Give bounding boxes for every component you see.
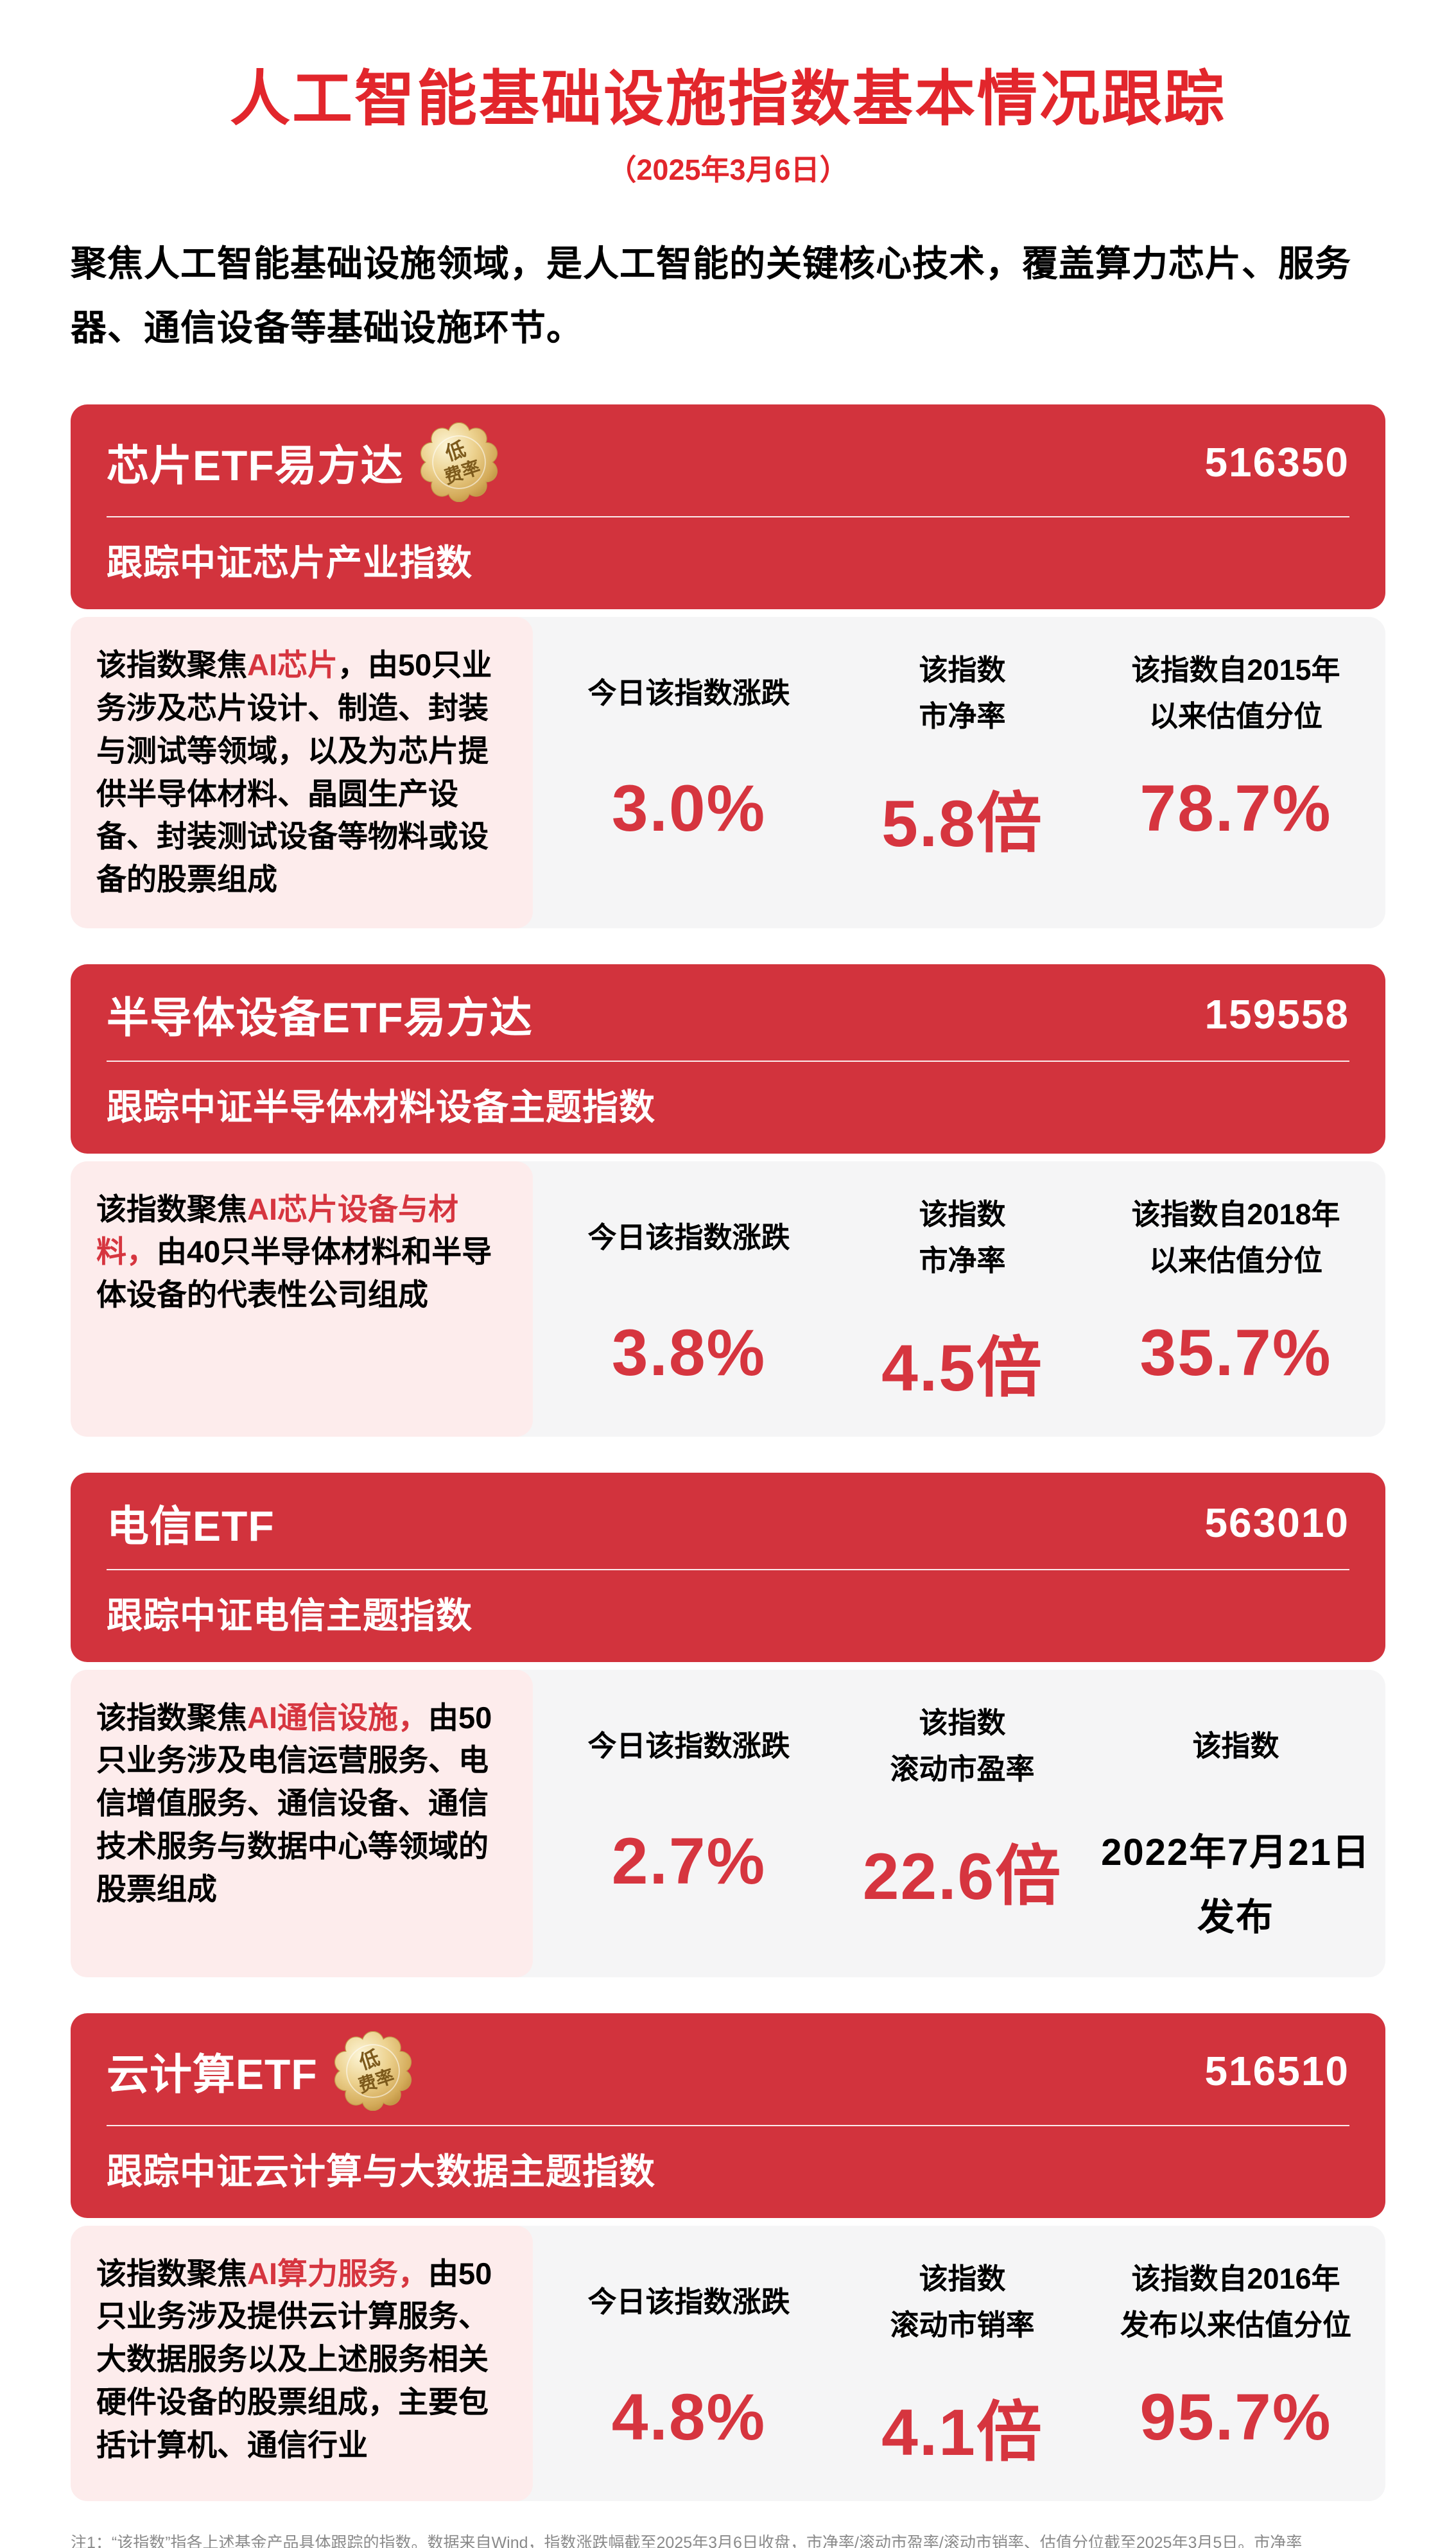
- stat-value: 4.8%: [611, 2380, 767, 2454]
- stat-value: 2.7%: [611, 1824, 767, 1898]
- stats-row: 今日该指数涨跌 3.0% 该指数 市净率 5.8倍 该指数自2015年 以来估值…: [533, 617, 1385, 928]
- etf-card-chip: 芯片ETF易方达 516350 跟踪中证芯片产业指数 该指数聚焦AI芯片，由50…: [71, 404, 1385, 928]
- index-description: 该指数聚焦AI算力服务，由50只业务涉及提供云计算服务、大数据服务以及上述服务相…: [71, 2225, 533, 2501]
- stat-label: 该指数 市净率: [919, 654, 1006, 733]
- divider: [107, 1060, 1349, 1062]
- card-body: 该指数聚焦AI芯片设备与材料，由40只半导体材料和半导体设备的代表性公司组成 今…: [71, 1161, 1385, 1437]
- index-description: 该指数聚焦AI芯片设备与材料，由40只半导体材料和半导体设备的代表性公司组成: [71, 1161, 533, 1437]
- low-fee-seal-icon: [419, 422, 499, 502]
- intro-text: 聚焦人工智能基础设施领域，是人工智能的关键核心技术，覆盖算力芯片、服务器、通信设…: [71, 243, 1351, 348]
- stat-percentile: 该指数自2016年 发布以来估值分位 95.7%: [1099, 2254, 1373, 2474]
- tracking-index: 跟踪中证芯片产业指数: [107, 542, 472, 584]
- etf-name: 芯片ETF易方达: [107, 442, 404, 490]
- desc-suffix: 由40只半导体材料和半导体设备的代表性公司组成: [96, 1235, 492, 1312]
- tracking-index: 跟踪中证云计算与大数据主题指数: [107, 2151, 655, 2192]
- desc-prefix: 该指数聚焦: [96, 648, 247, 682]
- desc-prefix: 该指数聚焦: [96, 1192, 247, 1226]
- stat-label: 该指数自2015年 以来估值分位: [1131, 654, 1340, 733]
- desc-highlight: AI通信设施，: [247, 1700, 428, 1735]
- card-header-row: 半导体设备ETF易方达 159558: [107, 982, 1349, 1046]
- stat-label: 该指数 市净率: [919, 1197, 1006, 1277]
- desc-suffix: ，由50只业务涉及芯片设计、制造、封装与测试等领域，以及为芯片提供半导体材料、晶…: [96, 648, 492, 897]
- etf-name: 云计算ETF: [107, 2050, 318, 2098]
- stat-daily-change: 今日该指数涨跌 4.8%: [552, 2254, 826, 2474]
- stat-value: 3.0%: [611, 772, 767, 845]
- index-description: 该指数聚焦AI芯片，由50只业务涉及芯片设计、制造、封装与测试等领域，以及为芯片…: [71, 617, 533, 928]
- card-header: 半导体设备ETF易方达 159558 跟踪中证半导体材料设备主题指数: [71, 964, 1385, 1154]
- etf-card-telecom: 电信ETF 563010 跟踪中证电信主题指数 该指数聚焦AI通信设施，由50只…: [71, 1472, 1385, 1977]
- tracking-index: 跟踪中证电信主题指数: [107, 1595, 472, 1636]
- card-header: 芯片ETF易方达 516350 跟踪中证芯片产业指数: [71, 404, 1385, 610]
- card-body: 该指数聚焦AI芯片，由50只业务涉及芯片设计、制造、封装与测试等领域，以及为芯片…: [71, 617, 1385, 928]
- desc-prefix: 该指数聚焦: [96, 1700, 247, 1735]
- stat-label: 今日该指数涨跌: [587, 1729, 790, 1762]
- etf-card-semiconductor: 半导体设备ETF易方达 159558 跟踪中证半导体材料设备主题指数 该指数聚焦…: [71, 964, 1385, 1437]
- card-body: 该指数聚焦AI算力服务，由50只业务涉及提供云计算服务、大数据服务以及上述服务相…: [71, 2225, 1385, 2501]
- card-header: 云计算ETF 516510 跟踪中证云计算与大数据主题指数: [71, 2013, 1385, 2218]
- card-header-row: 电信ETF 563010: [107, 1491, 1349, 1555]
- desc-suffix: 由50只业务涉及提供云计算服务、大数据服务以及上述服务相关硬件设备的股票组成，主…: [96, 2256, 492, 2462]
- divider: [107, 2124, 1349, 2126]
- stat-daily-change: 今日该指数涨跌 3.8%: [552, 1190, 826, 1410]
- stat-value: 3.8%: [611, 1315, 767, 1389]
- etf-code: 516510: [1204, 2047, 1349, 2094]
- page-title: 人工智能基础设施指数基本情况跟踪: [229, 65, 1226, 132]
- page-date: （2025年3月6日）: [607, 153, 849, 186]
- card-header-row: 芯片ETF易方达 516350: [107, 422, 1349, 502]
- stat-valuation-ratio: 该指数 滚动市销率 4.1倍: [826, 2254, 1099, 2474]
- stat-label: 该指数: [1192, 1729, 1279, 1762]
- desc-highlight: AI芯片设备与材料，: [96, 1192, 458, 1269]
- stats-row: 今日该指数涨跌 2.7% 该指数 滚动市盈率 22.6倍 该指数 2022年7月…: [533, 1670, 1385, 1977]
- tracking-index: 跟踪中证半导体材料设备主题指数: [107, 1086, 655, 1127]
- etf-code: 563010: [1204, 1499, 1349, 1546]
- etf-name: 半导体设备ETF易方达: [107, 993, 533, 1041]
- stat-daily-change: 今日该指数涨跌 3.0%: [552, 645, 826, 901]
- stat-label: 该指数 滚动市销率: [890, 2262, 1035, 2341]
- index-description: 该指数聚焦AI通信设施，由50只业务涉及电信运营服务、电信增值服务、通信设备、通…: [71, 1669, 533, 1977]
- stat-label: 该指数 滚动市盈率: [890, 1706, 1035, 1785]
- etf-code: 159558: [1204, 991, 1349, 1037]
- stat-daily-change: 今日该指数涨跌 2.7%: [552, 1698, 826, 1950]
- stat-label: 今日该指数涨跌: [587, 677, 790, 710]
- stat-publish-date: 该指数 2022年7月21日 发布: [1099, 1698, 1373, 1950]
- stats-row: 今日该指数涨跌 3.8% 该指数 市净率 4.5倍 该指数自2018年 以来估值…: [533, 1161, 1385, 1437]
- footnotes: 注1：“该指数”指各上述基金产品具体跟踪的指数。数据来自Wind，指数涨跌幅截至…: [71, 2531, 1385, 2548]
- low-fee-seal-icon: [333, 2031, 413, 2111]
- stat-value: 2022年7月21日 发布: [1101, 1831, 1371, 1939]
- stat-value: 4.1倍: [881, 2395, 1043, 2469]
- stats-row: 今日该指数涨跌 4.8% 该指数 滚动市销率 4.1倍 该指数自2016年 发布…: [533, 2226, 1385, 2501]
- stat-value: 35.7%: [1140, 1315, 1332, 1389]
- stat-valuation-ratio: 该指数 市净率 4.5倍: [826, 1190, 1099, 1410]
- stat-value: 4.5倍: [881, 1331, 1043, 1405]
- stat-percentile: 该指数自2015年 以来估值分位 78.7%: [1099, 645, 1373, 901]
- card-body: 该指数聚焦AI通信设施，由50只业务涉及电信运营服务、电信增值服务、通信设备、通…: [71, 1669, 1385, 1977]
- desc-highlight: AI芯片: [247, 648, 338, 682]
- stat-value: 22.6倍: [862, 1839, 1062, 1913]
- stat-label: 该指数自2018年 以来估值分位: [1131, 1197, 1340, 1277]
- etf-code: 516350: [1204, 439, 1349, 486]
- stat-label: 该指数自2016年 发布以来估值分位: [1120, 2262, 1351, 2341]
- card-header-row: 云计算ETF 516510: [107, 2031, 1349, 2111]
- etf-card-cloud: 云计算ETF 516510 跟踪中证云计算与大数据主题指数 该指数聚焦AI算力服…: [71, 2013, 1385, 2501]
- stat-value: 5.8倍: [881, 787, 1043, 861]
- stat-valuation-ratio: 该指数 滚动市盈率 22.6倍: [826, 1698, 1099, 1950]
- stat-label: 今日该指数涨跌: [587, 1220, 790, 1254]
- stat-label: 今日该指数涨跌: [587, 2285, 790, 2318]
- etf-name: 电信ETF: [107, 1502, 275, 1550]
- stat-value: 95.7%: [1140, 2380, 1332, 2454]
- card-header: 电信ETF 563010 跟踪中证电信主题指数: [71, 1472, 1385, 1662]
- desc-highlight: AI算力服务，: [247, 2256, 428, 2291]
- note-1: 注1：“该指数”指各上述基金产品具体跟踪的指数。数据来自Wind，指数涨跌幅截至…: [71, 2533, 1303, 2548]
- desc-prefix: 该指数聚焦: [96, 2256, 247, 2291]
- desc-suffix: 由50只业务涉及电信运营服务、电信增值服务、通信设备、通信技术服务与数据中心等领…: [96, 1700, 492, 1906]
- stat-valuation-ratio: 该指数 市净率 5.8倍: [826, 645, 1099, 901]
- divider: [107, 1568, 1349, 1570]
- divider: [107, 516, 1349, 518]
- stat-percentile: 该指数自2018年 以来估值分位 35.7%: [1099, 1190, 1373, 1410]
- stat-value: 78.7%: [1140, 772, 1332, 845]
